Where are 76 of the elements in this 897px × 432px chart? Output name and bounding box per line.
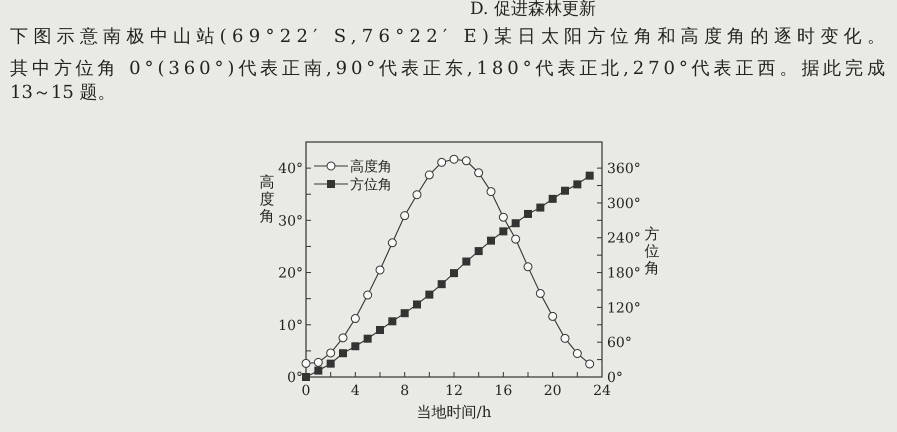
- point: [413, 300, 421, 308]
- point: [412, 190, 422, 200]
- point: [548, 194, 557, 203]
- point: [572, 349, 582, 358]
- y2-tick-label: 60°: [607, 335, 632, 352]
- point: [425, 290, 434, 299]
- text: 13～15 题。: [10, 82, 116, 103]
- x-tick-label: 20: [544, 383, 562, 399]
- point: [560, 334, 570, 343]
- y2-tick-label: 120°: [607, 300, 641, 316]
- text: D. 促进森林更新: [470, 0, 596, 19]
- point: [338, 333, 348, 342]
- point: [364, 334, 372, 343]
- x-tick-label: 16: [494, 383, 512, 399]
- x-tick-label: 0: [302, 383, 310, 399]
- point: [487, 236, 495, 245]
- point: [486, 187, 496, 196]
- point: [462, 258, 470, 266]
- point: [351, 342, 360, 350]
- point: [302, 358, 310, 368]
- y-tick-label: 10°: [278, 318, 303, 334]
- y2-tick-label: 360°: [607, 161, 641, 178]
- point: [314, 366, 322, 375]
- point: [363, 290, 372, 300]
- point: [400, 309, 409, 318]
- point: [585, 359, 594, 368]
- point: [524, 262, 532, 272]
- legend-label: 方位角: [350, 177, 392, 193]
- point: [376, 265, 384, 274]
- point: [400, 211, 410, 220]
- point: [512, 219, 520, 228]
- point: [586, 172, 594, 180]
- y2-tick-label: 180°: [607, 266, 641, 282]
- point: [326, 360, 335, 368]
- y-axis-title: 高度角: [260, 173, 274, 225]
- point: [437, 158, 446, 167]
- point: [350, 314, 360, 324]
- point: [536, 288, 545, 298]
- point: [498, 212, 508, 222]
- point: [462, 156, 471, 166]
- y2-tick-label: 0°: [607, 370, 623, 386]
- y2-tick-label: 300°: [607, 196, 641, 212]
- y-tick-label: 40°: [278, 161, 303, 178]
- point: [499, 227, 508, 236]
- point: [388, 317, 396, 326]
- point: [339, 349, 347, 358]
- point: [438, 280, 446, 288]
- point: [388, 238, 397, 248]
- point: [376, 326, 384, 334]
- point: [524, 210, 532, 218]
- point: [474, 168, 484, 178]
- point: [450, 269, 458, 278]
- point: [573, 180, 582, 188]
- y-tick-label: 20°: [278, 266, 303, 282]
- text: 其中方位角 0°(360°)代表正南,90°代表正东,180°代表正北,270°代表正西。据此完成: [10, 58, 885, 79]
- x-axis-title: 当地时间/h: [416, 403, 492, 421]
- point: [326, 348, 336, 358]
- y2-tick-label: 240°: [607, 230, 641, 247]
- y-tick-label: 30°: [278, 213, 303, 230]
- point: [511, 234, 520, 244]
- x-tick-label: 8: [400, 383, 410, 399]
- x-tick-label: 24: [593, 383, 611, 399]
- point: [536, 204, 544, 212]
- x-tick-label: 12: [445, 383, 463, 399]
- point: [474, 247, 483, 256]
- y2-axis-title: 方位角: [644, 225, 660, 277]
- point: [424, 170, 434, 180]
- point: [450, 154, 458, 164]
- legend-label: 高度角: [350, 159, 392, 175]
- y-tick-label: 0°: [287, 370, 303, 386]
- text: 下图示意南极中山站(69°22′ S,76°22′ E)某日太阳方位角和高度角的逐时变化。: [10, 26, 885, 47]
- point: [314, 358, 323, 367]
- point: [302, 373, 310, 381]
- point: [561, 186, 569, 195]
- x-tick-label: 4: [350, 383, 360, 399]
- point: [548, 312, 558, 321]
